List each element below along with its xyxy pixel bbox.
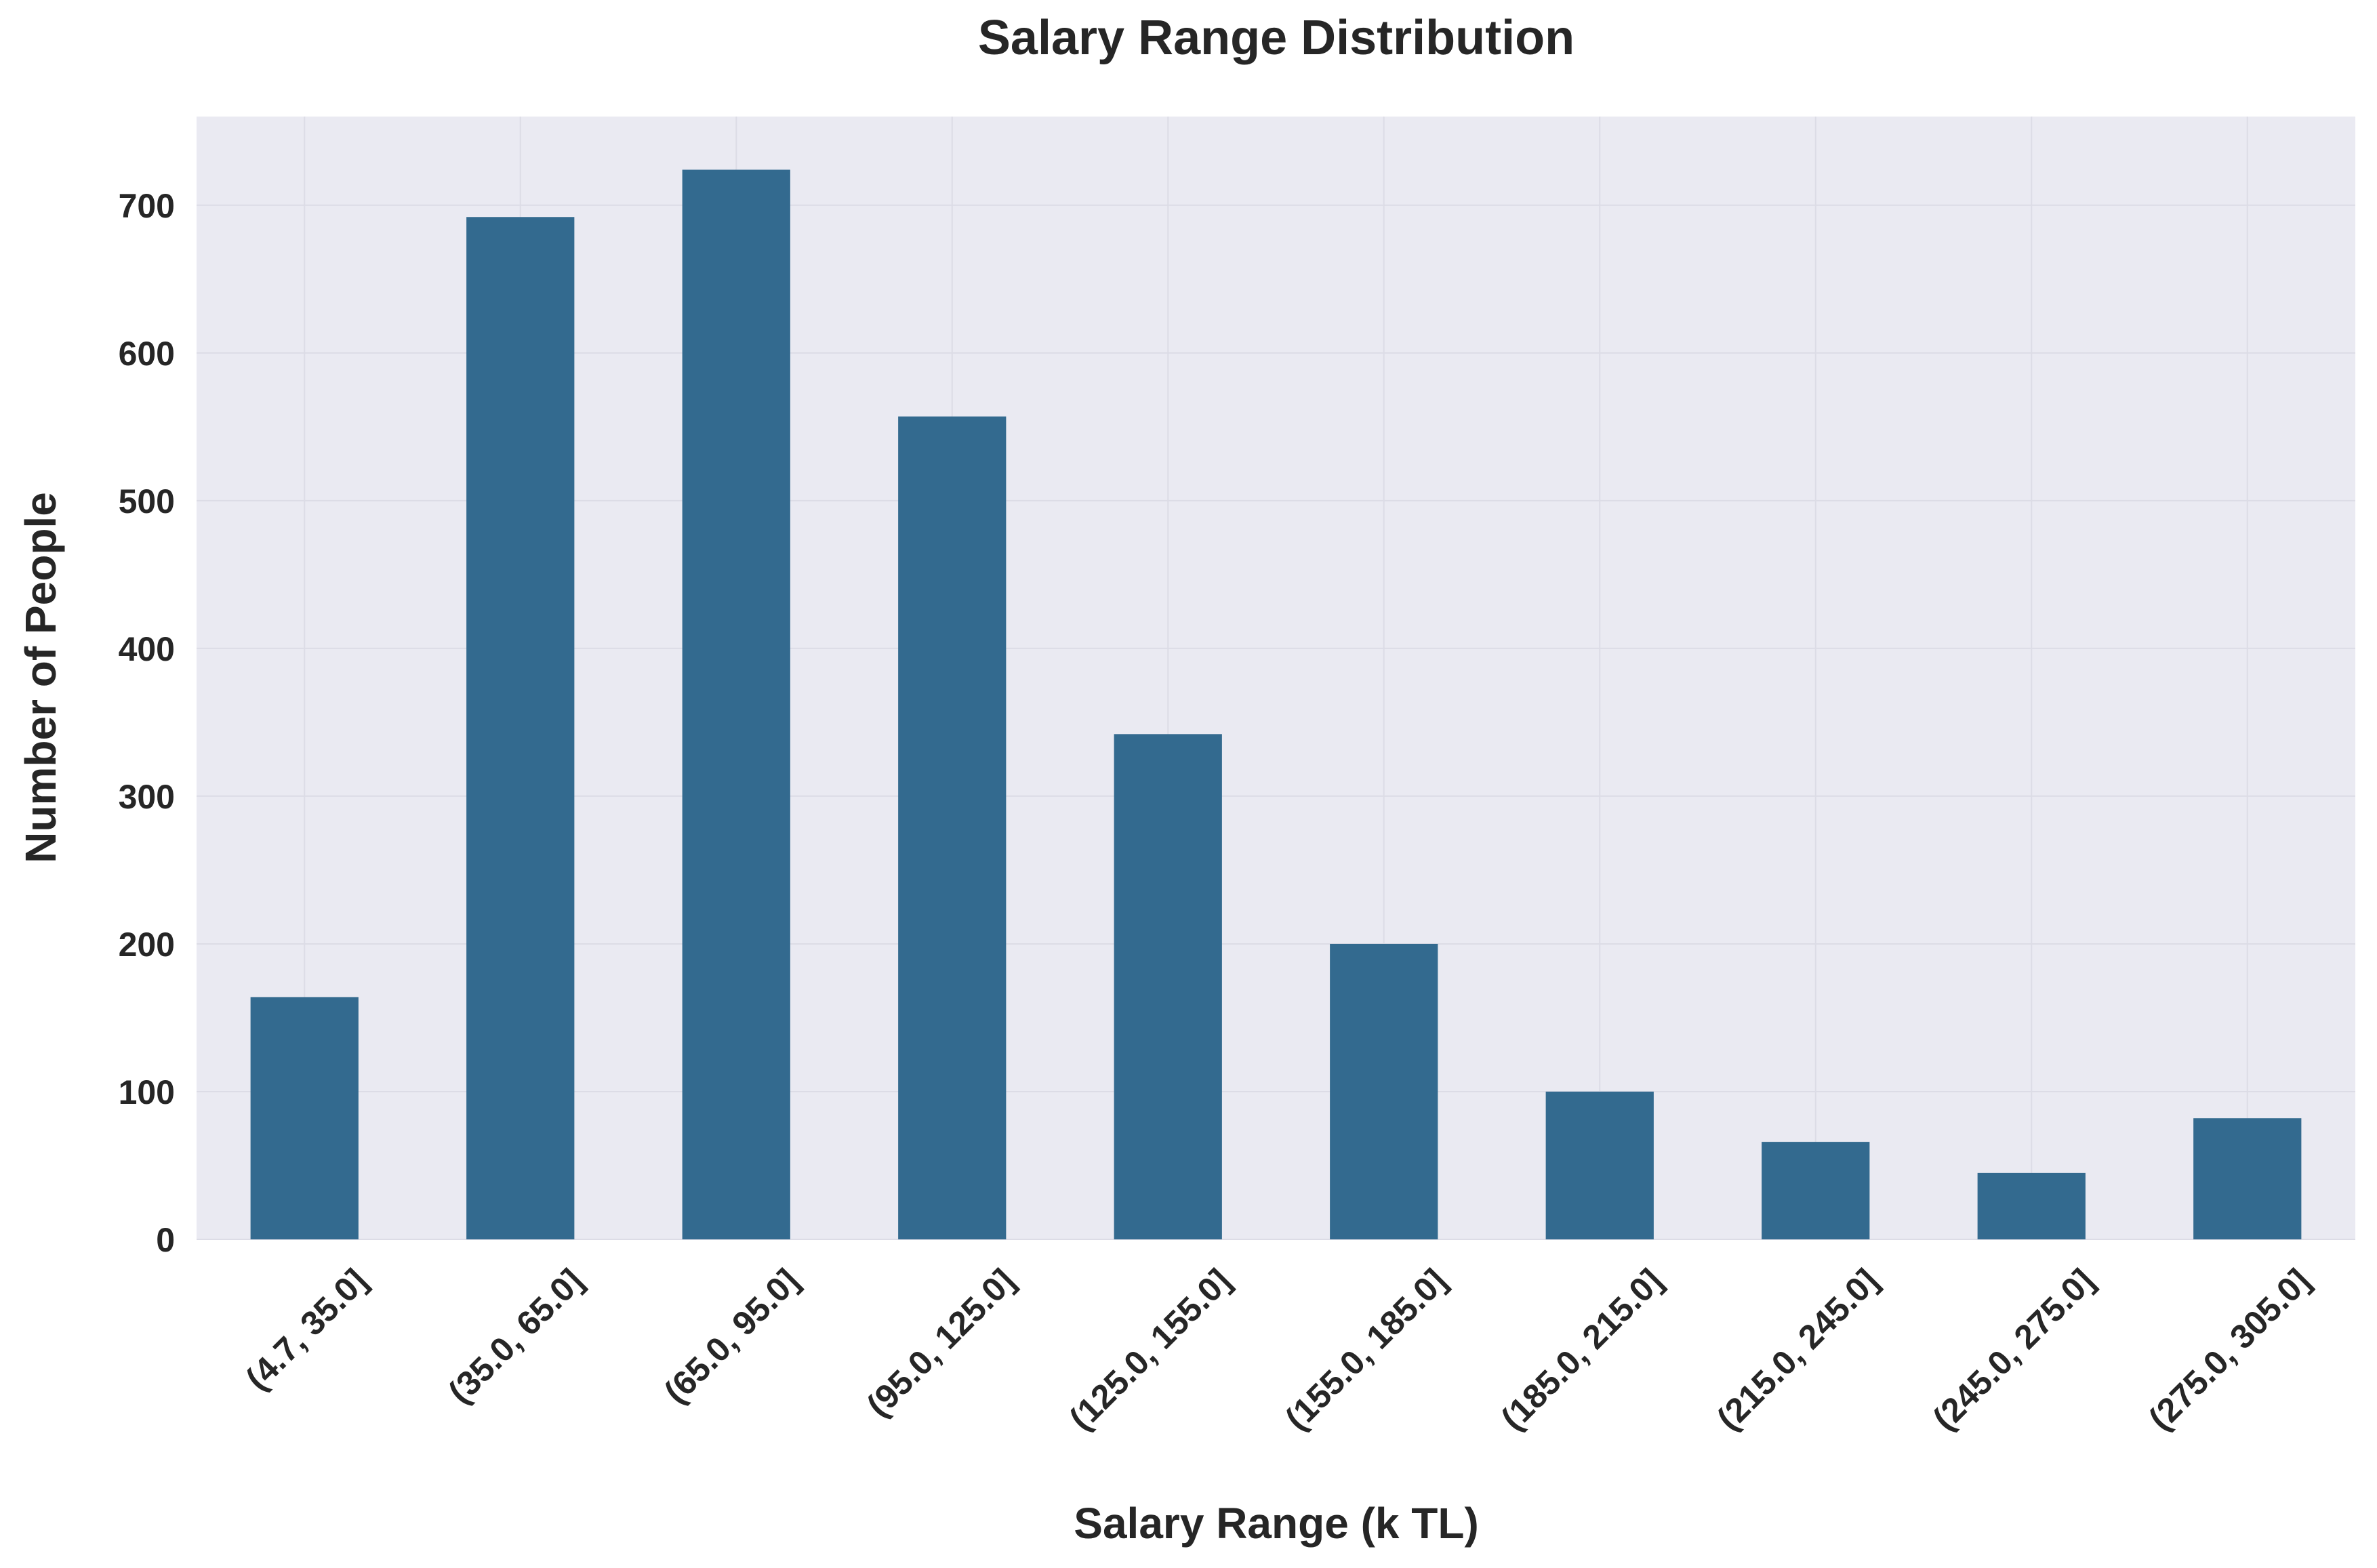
bar — [682, 169, 790, 1239]
y-tick-label: 200 — [119, 926, 175, 964]
bar — [898, 416, 1007, 1239]
bar — [2193, 1118, 2302, 1239]
y-tick-label: 400 — [119, 630, 175, 668]
bar — [1545, 1091, 1654, 1239]
y-tick-label: 600 — [119, 335, 175, 373]
bars — [250, 169, 2302, 1239]
y-axis-label: Number of People — [16, 492, 65, 863]
x-tick-label: (4.7, 35.0] — [239, 1262, 375, 1398]
x-tick-label: (215.0, 245.0] — [1709, 1262, 1886, 1438]
y-tick-label: 500 — [119, 482, 175, 520]
bar — [466, 217, 575, 1239]
y-tick-label: 700 — [119, 187, 175, 225]
x-tick-label: (155.0, 185.0] — [1278, 1262, 1454, 1438]
bar — [1114, 734, 1222, 1239]
x-tick-label: (95.0, 125.0] — [859, 1262, 1022, 1424]
x-tick-label: (275.0, 305.0] — [2141, 1262, 2317, 1438]
bar — [250, 997, 359, 1239]
x-axis-label: Salary Range (k TL) — [1074, 1499, 1479, 1548]
bar — [1762, 1142, 1870, 1239]
bar — [1977, 1172, 2086, 1239]
x-tick-label: (35.0, 65.0] — [441, 1262, 590, 1411]
chart-title: Salary Range Distribution — [978, 11, 1574, 65]
x-tick-labels: (4.7, 35.0] (35.0, 65.0] (65.0, 95.0] (95.0… — [239, 1262, 2317, 1438]
y-tick-label: 300 — [119, 778, 175, 816]
x-tick-label: (185.0, 215.0] — [1494, 1262, 1670, 1438]
y-tick-labels: 0 100 200 300 400 500 600 700 — [119, 187, 175, 1259]
x-tick-label: (245.0, 275.0] — [1926, 1262, 2102, 1438]
bar — [1330, 943, 1438, 1239]
y-tick-label: 0 — [156, 1221, 175, 1259]
y-tick-label: 100 — [119, 1073, 175, 1111]
x-tick-label: (125.0, 155.0] — [1062, 1262, 1238, 1438]
x-tick-label: (65.0, 95.0] — [657, 1262, 806, 1411]
